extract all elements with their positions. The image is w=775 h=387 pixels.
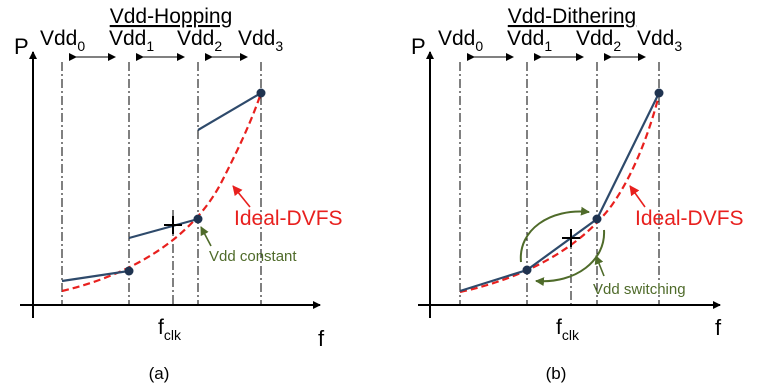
panel-a-point-1 (124, 266, 134, 276)
panel-a-segment-1 (128, 217, 199, 240)
panel-a-point-2 (193, 214, 203, 224)
panel-b-switch-up-arc (519, 206, 590, 263)
panel-a-segment-2 (197, 92, 262, 131)
panel-b-point-3 (654, 88, 664, 98)
panel-a-hopping-segments (61, 92, 262, 283)
panel-a-note: Vdd constant (209, 248, 297, 265)
panel-b-x-axis-label: f (715, 315, 722, 340)
panel-b-dithering-curve (459, 92, 660, 293)
panel-a-operating-point (164, 216, 182, 234)
panel-b-ideal-label: Ideal-DVFS (635, 207, 744, 230)
panel-a-ideal-arrow (232, 185, 251, 208)
panel-b: Vdd-Dithering P f Vdd0 Vdd1 Vdd2 Vdd3 (411, 5, 744, 383)
panel-b-vdd0: Vdd0 (438, 27, 483, 54)
panel-a-vdd1: Vdd1 (109, 27, 154, 54)
panel-a-ideal-label: Ideal-DVFS (234, 207, 343, 230)
panel-a-vdd3: Vdd3 (238, 27, 283, 54)
panel-a-vdd0: Vdd0 (40, 27, 85, 54)
panel-b-note-arrow (594, 255, 605, 277)
panel-b-vdd3: Vdd3 (637, 27, 682, 54)
panel-a-vdd2: Vdd2 (177, 27, 222, 54)
panel-a-y-axis-label: P (14, 34, 29, 59)
panel-a-fclk: fclk (158, 316, 182, 343)
panel-a-x-axis-label: f (318, 326, 325, 351)
panel-b-point-2 (592, 214, 602, 224)
panel-a-vdd-labels: Vdd0 Vdd1 Vdd2 Vdd3 (40, 27, 283, 54)
panel-b-vdd2: Vdd2 (576, 27, 621, 54)
panel-b-vdd-labels: Vdd0 Vdd1 Vdd2 Vdd3 (438, 27, 682, 54)
panel-b-switch-down-arc (535, 229, 606, 287)
panel-b-point-1 (522, 265, 532, 275)
panel-a-voltage-guides (61, 62, 262, 305)
panel-a-title: Vdd-Hopping (110, 5, 233, 28)
panel-b-y-axis-label: P (411, 34, 426, 59)
panel-b-ideal-dvfs-curve (459, 94, 661, 294)
panel-a: Vdd-Hopping P f Vdd0 Vdd1 Vdd2 Vdd3 (14, 5, 343, 383)
panel-a-caption: (a) (149, 364, 170, 383)
panel-a-point-3 (256, 88, 266, 98)
panel-b-note: Vdd switching (593, 281, 686, 298)
panel-b-operating-point (562, 229, 580, 247)
panel-b-vdd1: Vdd1 (507, 27, 552, 54)
panel-b-voltage-guides (459, 62, 660, 305)
panel-a-segment-0 (61, 269, 130, 283)
panel-b-title: Vdd-Dithering (508, 5, 636, 28)
panel-b-fclk: fclk (556, 316, 580, 343)
panel-b-caption: (b) (546, 364, 567, 383)
panel-a-note-arrow (200, 226, 212, 247)
panel-b-ideal-arrow (629, 185, 646, 208)
